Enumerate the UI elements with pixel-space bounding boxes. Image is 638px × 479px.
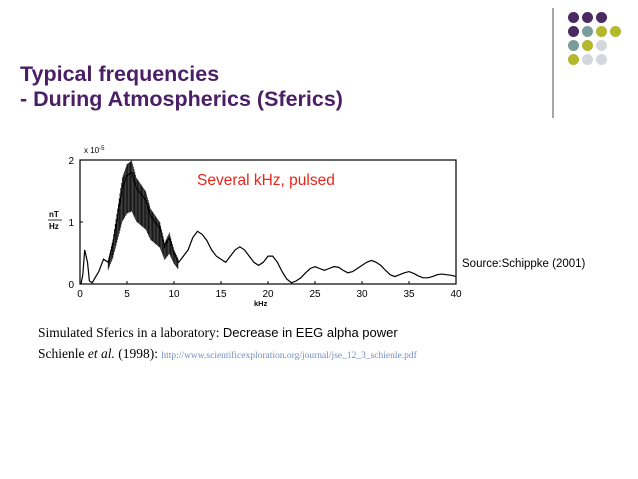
y-axis-label-top: nT <box>49 210 59 219</box>
y-tick-label: 0 <box>68 280 74 291</box>
caption-line-1: Simulated Sferics in a laboratory: Decre… <box>38 325 398 341</box>
decor-dot <box>582 26 593 37</box>
caption-2-etal: et al. <box>87 346 115 361</box>
decor-dot <box>568 54 579 65</box>
source-citation: Source:Schippke (2001) <box>462 258 586 270</box>
x-tick-label: 40 <box>450 289 462 300</box>
x-tick-label: 35 <box>403 289 415 300</box>
x-tick-label: 5 <box>124 289 130 300</box>
decor-dot <box>610 26 621 37</box>
x-tick-label: 15 <box>215 289 227 300</box>
caption-line-2: Schienle et al. (1998): http://www.scien… <box>38 346 417 362</box>
decor-dot <box>568 40 579 51</box>
decor-dot <box>596 26 607 37</box>
slide-title: Typical frequencies - During Atmospheric… <box>20 62 343 112</box>
x-tick-label: 20 <box>262 289 274 300</box>
x-tick-label: 0 <box>77 289 83 300</box>
decor-dot <box>582 54 593 65</box>
decor-divider <box>552 8 554 118</box>
title-line-1: Typical frequencies <box>20 62 220 86</box>
decor-dot <box>582 12 593 23</box>
y-tick-label: 1 <box>68 218 74 229</box>
x-tick-label: 30 <box>356 289 368 300</box>
x-tick-label: 25 <box>309 289 321 300</box>
y-axis-label-bottom: Hz <box>49 222 59 231</box>
decor-dot <box>596 40 607 51</box>
exponent-label: x 10-5 <box>84 146 105 155</box>
caption-1-prefix: Simulated Sferics in a laboratory: <box>38 325 220 340</box>
decor-dot <box>596 12 607 23</box>
reference-link[interactable]: http://www.scientificexploration.org/jou… <box>161 351 417 361</box>
caption-1-main: Decrease in EEG alpha power <box>222 325 398 340</box>
y-tick-label: 2 <box>68 156 74 167</box>
caption-2-year: (1998): <box>118 346 158 361</box>
title-line-2: - During Atmospherics (Sferics) <box>20 87 343 111</box>
decor-dot <box>582 40 593 51</box>
caption-2-author: Schienle <box>38 346 85 361</box>
chart-annotation: Several kHz, pulsed <box>197 172 335 189</box>
x-axis-label: kHz <box>254 299 268 308</box>
decor-dot <box>568 26 579 37</box>
x-tick-label: 10 <box>168 289 180 300</box>
decor-dot <box>568 12 579 23</box>
decor-dot <box>596 54 607 65</box>
